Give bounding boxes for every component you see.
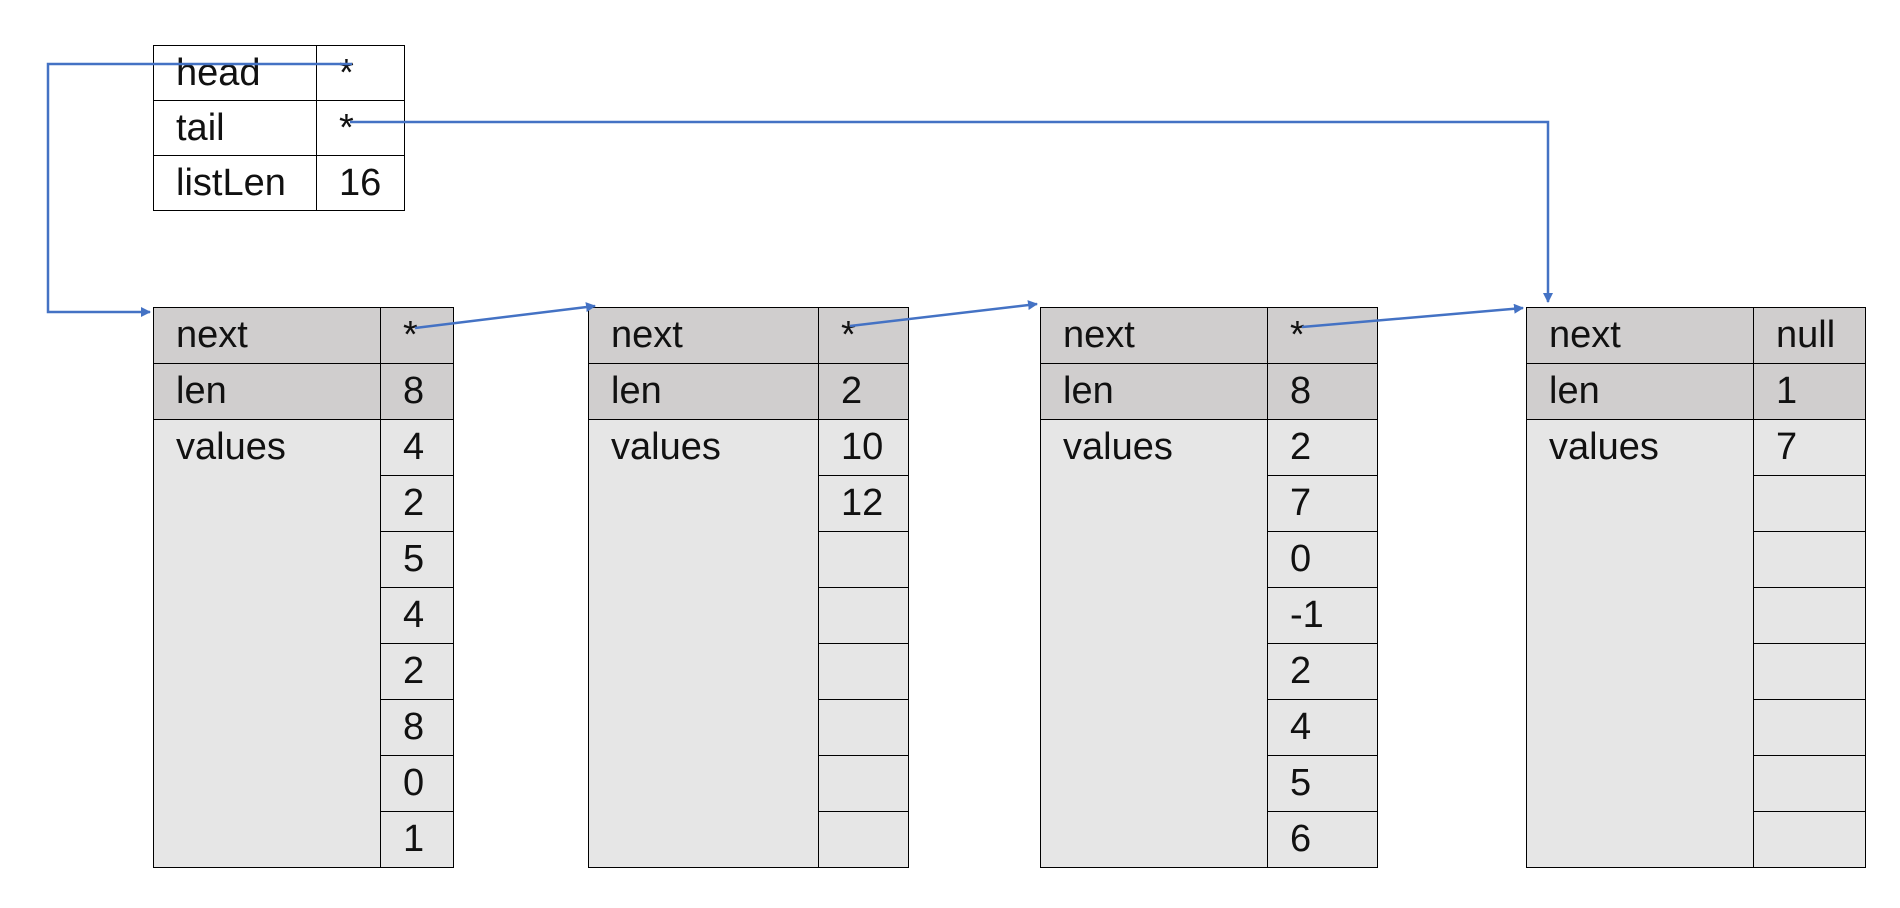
node-4-value-4 (1753, 643, 1866, 700)
node-3-value-7: 6 (1267, 811, 1378, 868)
node-3-value-6: 5 (1267, 755, 1378, 812)
node-4: next null len 1 values 7 (1526, 307, 1866, 868)
head-row: head * (153, 45, 405, 101)
listlen-label: listLen (153, 155, 317, 211)
node-2-value-7 (818, 811, 909, 868)
node-4-blank (1526, 755, 1754, 812)
node-2-blank (588, 699, 819, 756)
node-4-value-7 (1753, 811, 1866, 868)
node-2-blank (588, 643, 819, 700)
node-4-blank (1526, 811, 1754, 868)
node-3-blank (1040, 643, 1268, 700)
node-3-value-2: 0 (1267, 531, 1378, 588)
node-2-values-label: values (588, 419, 819, 476)
node-1-value-6: 0 (380, 755, 454, 812)
node-1-value-7: 1 (380, 811, 454, 868)
node-1-blank (153, 755, 381, 812)
node-1-value-3: 4 (380, 587, 454, 644)
node-1-next-label: next (153, 307, 381, 364)
node-3-value-0: 2 (1267, 419, 1378, 476)
node-3-len-value: 8 (1267, 363, 1378, 420)
node-4-blank (1526, 531, 1754, 588)
tail-arrow (350, 120, 1553, 303)
tail-row: tail * (153, 100, 405, 156)
node-3-next-value: * (1267, 307, 1378, 364)
node-3-value-1: 7 (1267, 475, 1378, 532)
node-1-blank (153, 475, 381, 532)
node-4-len-value: 1 (1753, 363, 1866, 420)
node-4-blank (1526, 587, 1754, 644)
node-4-next-value: null (1753, 307, 1866, 364)
node-4-value-0: 7 (1753, 419, 1866, 476)
node-1-value-2: 5 (380, 531, 454, 588)
node-4-values-label: values (1526, 419, 1754, 476)
node-1-value-0: 4 (380, 419, 454, 476)
node-2-len-value: 2 (818, 363, 909, 420)
node-3-blank (1040, 811, 1268, 868)
node-4-next-label: next (1526, 307, 1754, 364)
node-1-blank (153, 811, 381, 868)
node-2-value-5 (818, 699, 909, 756)
node-1-value-1: 2 (380, 475, 454, 532)
node-4-len-label: len (1526, 363, 1754, 420)
node-2-blank (588, 531, 819, 588)
node-3-next-label: next (1040, 307, 1268, 364)
node-1-next-value: * (380, 307, 454, 364)
listlen-row: listLen 16 (153, 155, 405, 211)
node-4-value-3 (1753, 587, 1866, 644)
head-label: head (153, 45, 317, 101)
node-3-len-label: len (1040, 363, 1268, 420)
node-1-value-5: 8 (380, 699, 454, 756)
node-1-blank (153, 587, 381, 644)
node-3-blank (1040, 699, 1268, 756)
node-3-blank (1040, 531, 1268, 588)
listlen-value: 16 (316, 155, 405, 211)
node-1: next * len 8 values 4 2 5 4 2 8 0 1 (153, 307, 454, 868)
head-pointer: * (316, 45, 405, 101)
node-4-blank (1526, 699, 1754, 756)
node-4-value-2 (1753, 531, 1866, 588)
node-3-blank (1040, 755, 1268, 812)
node-2: next * len 2 values 10 12 (588, 307, 909, 868)
node-4-blank (1526, 475, 1754, 532)
node-2-value-1: 12 (818, 475, 909, 532)
node-2-next-label: next (588, 307, 819, 364)
node-3-value-5: 4 (1267, 699, 1378, 756)
node-4-blank (1526, 643, 1754, 700)
node-1-blank (153, 699, 381, 756)
node-2-blank (588, 755, 819, 812)
node-3: next * len 8 values 2 7 0 -1 2 4 5 6 (1040, 307, 1378, 868)
node-2-blank (588, 475, 819, 532)
node-2-len-label: len (588, 363, 819, 420)
node-4-value-1 (1753, 475, 1866, 532)
node-3-value-4: 2 (1267, 643, 1378, 700)
node-2-value-2 (818, 531, 909, 588)
node-4-value-6 (1753, 755, 1866, 812)
node-1-blank (153, 531, 381, 588)
node-2-value-3 (818, 587, 909, 644)
node-2-value-0: 10 (818, 419, 909, 476)
node-1-values-label: values (153, 419, 381, 476)
node-3-blank (1040, 475, 1268, 532)
node-4-value-5 (1753, 699, 1866, 756)
node-1-blank (153, 643, 381, 700)
node-3-blank (1040, 587, 1268, 644)
node-2-value-6 (818, 755, 909, 812)
node-1-len-value: 8 (380, 363, 454, 420)
node-2-blank (588, 811, 819, 868)
node-2-next-value: * (818, 307, 909, 364)
node-3-value-3: -1 (1267, 587, 1378, 644)
list-header-table: head * tail * listLen 16 (153, 45, 405, 211)
node-1-len-label: len (153, 363, 381, 420)
tail-label: tail (153, 100, 317, 156)
node-1-value-4: 2 (380, 643, 454, 700)
node-2-value-4 (818, 643, 909, 700)
node-3-values-label: values (1040, 419, 1268, 476)
node-2-blank (588, 587, 819, 644)
tail-pointer: * (316, 100, 405, 156)
